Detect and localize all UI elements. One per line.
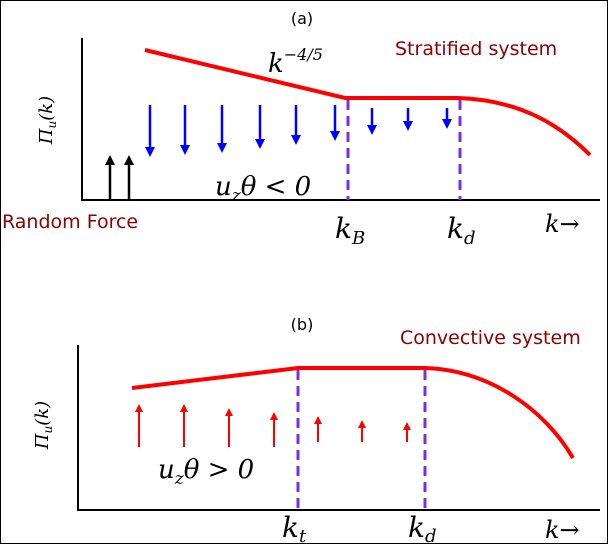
axis-label: k→: [545, 516, 580, 544]
up-arrows: [135, 404, 411, 447]
k-label: kd: [408, 511, 437, 544]
y-label: Πu(k): [32, 401, 55, 450]
flux-label: uzθ > 0: [158, 455, 254, 489]
force-label: Random Force: [2, 211, 138, 233]
y-label: Πu(k): [36, 96, 59, 145]
axis-label: k→: [545, 210, 580, 238]
up-arrows: [105, 155, 134, 200]
panel-a: (a) Stratified system Πu(k) k−4/5 uzθ < …: [2, 9, 600, 249]
panel-label: (b): [291, 315, 314, 334]
panel-b: (b) Convective system Πu(k) uzθ > 0 kt k…: [32, 315, 600, 544]
down-arrows: [145, 105, 452, 157]
k-label: kd: [447, 212, 476, 249]
axes: [81, 38, 600, 201]
dashed-lines: [296, 370, 427, 510]
panel-label: (a): [291, 9, 313, 28]
flux-label: uzθ < 0: [215, 172, 311, 206]
k-label: kt: [282, 511, 307, 544]
k-label: kB: [335, 212, 365, 249]
panel-title: Convective system: [400, 327, 581, 349]
slope-label: k−4/5: [268, 45, 323, 79]
panel-title: Stratified system: [395, 38, 557, 60]
dashed-lines: [346, 100, 462, 200]
flux-curve: [131, 366, 575, 460]
axes: [77, 345, 600, 511]
flux-curve: [144, 48, 592, 157]
